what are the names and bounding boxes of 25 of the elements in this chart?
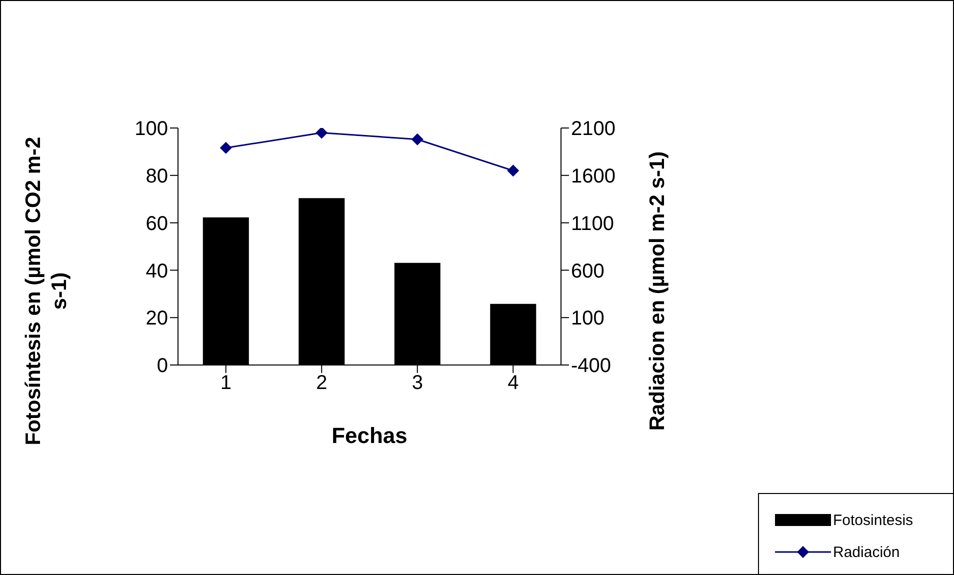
y2-tick-label: 2100 — [571, 118, 616, 140]
legend-label: Radiación — [833, 544, 900, 560]
y2-tick-label: 1100 — [571, 212, 614, 235]
y-axis-title: Fotosíntesis en (µmol CO2 m-2 s-1) — [21, 136, 72, 448]
y2-tick-label: -400 — [571, 355, 612, 378]
x-tick-label: 1 — [220, 372, 232, 394]
legend-label: Fotosintesis — [833, 512, 914, 528]
point — [411, 133, 424, 146]
x-tick-label: 2 — [316, 372, 328, 394]
x-axis-title: Fechas — [332, 423, 408, 448]
y-tick-label: 60 — [146, 212, 168, 235]
x-tick-label: 3 — [412, 372, 423, 394]
x-tick-label: 4 — [508, 372, 519, 394]
y2-tick-label: 600 — [571, 260, 604, 282]
y-tick-label: 80 — [146, 166, 168, 188]
y-tick-label: 20 — [146, 308, 168, 330]
y2-tick-label: 100 — [571, 308, 604, 330]
point — [316, 128, 328, 139]
point — [507, 164, 520, 177]
y-tick-label: 40 — [146, 260, 168, 282]
y2-axis-title: Radiacion en (µmol m-2 s-1) — [646, 150, 670, 433]
y2-tick-label: 1600 — [571, 166, 616, 188]
y-tick-label: 100 — [134, 118, 168, 140]
point — [220, 142, 232, 154]
y-tick-label: 0 — [156, 355, 168, 378]
